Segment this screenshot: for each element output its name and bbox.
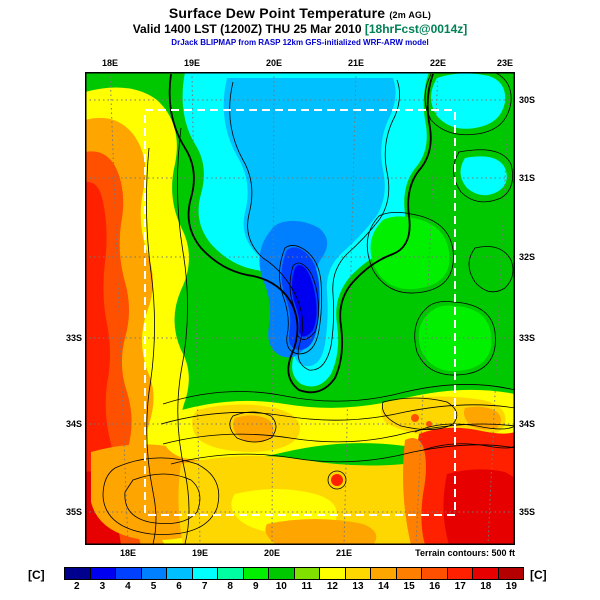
colorbar-segment-16 (422, 568, 448, 579)
dewpoint-map-canvas (85, 72, 515, 545)
terrain-contours-note: Terrain contours: 500 ft (415, 548, 515, 558)
lat-tick-left-35s: 35S (65, 507, 82, 517)
lon-tick-top-21e: 21E (347, 58, 365, 68)
lon-tick-top-18e: 18E (101, 58, 119, 68)
colorbar-value-2: 2 (74, 581, 80, 592)
colorbar-segment-8 (218, 568, 244, 579)
colorbar-segment-14 (371, 568, 397, 579)
header: Surface Dew Point Temperature (2m AGL) V… (0, 5, 600, 47)
filled-contour-regions (85, 72, 515, 545)
colorbar-unit-right: [C] (530, 568, 547, 582)
colorbar-segment-17 (447, 568, 473, 579)
lat-tick-right-30s: 30S (519, 95, 536, 105)
title-text: Surface Dew Point Temperature (168, 5, 386, 21)
colorbar-value-7: 7 (201, 581, 208, 592)
page-title: Surface Dew Point Temperature (2m AGL) (0, 5, 600, 21)
colorbar-segment-7 (192, 568, 218, 579)
colorbar-value-12: 12 (326, 581, 338, 592)
colorbar-value-13: 13 (352, 581, 364, 592)
colorbar-value-18: 18 (480, 581, 492, 592)
colorbar-segment-10 (269, 568, 295, 579)
colorbar-value-15: 15 (403, 581, 415, 592)
colorbar-value-16: 16 (429, 581, 441, 592)
colorbar-segment-5 (141, 568, 167, 579)
colorbar-segment-6 (167, 568, 193, 579)
title-suffix: (2m AGL) (389, 10, 432, 20)
colorbar-unit-left: [C] (28, 568, 45, 582)
lat-tick-right-33s: 33S (519, 333, 536, 343)
colorbar-value-5: 5 (150, 581, 157, 592)
colorbar-value-19: 19 (505, 581, 517, 592)
colorbar-segment-18 (473, 568, 499, 579)
lon-tick-bottom-19e: 19E (191, 548, 209, 558)
lon-tick-top-23e: 23E (496, 58, 514, 68)
lon-tick-top-20e: 20E (265, 58, 283, 68)
colorbar-value-11: 11 (301, 581, 313, 592)
lon-tick-bottom-18e: 18E (119, 548, 137, 558)
colorbar-value-17: 17 (454, 581, 466, 592)
lat-tick-right-35s: 35S (519, 507, 536, 517)
lat-tick-right-32s: 32S (519, 252, 536, 262)
colorbar-values: 2 3 4 5 6 7 8 9 10 11 12 13 14 15 16 17 18 19 (64, 581, 524, 592)
colorbar-segment-3 (90, 568, 116, 579)
colorbar-value-9: 9 (252, 581, 259, 592)
lat-tick-right-31s: 31S (519, 173, 536, 183)
colorbar-value-10: 10 (275, 581, 287, 592)
valid-time-line: Valid 1400 LST (1200Z) THU 25 Mar 2010 [… (0, 22, 600, 36)
colorbar-value-6: 6 (176, 581, 182, 592)
map-frame (85, 72, 515, 545)
colorbar: 2 3 4 5 6 7 8 9 10 11 12 13 14 15 16 17 18 19 (64, 567, 524, 592)
colorbar-value-4: 4 (125, 581, 131, 592)
colorbar-segment-11 (294, 568, 320, 579)
lon-tick-bottom-21e: 21E (335, 548, 353, 558)
lon-tick-bottom-20e: 20E (263, 548, 281, 558)
lat-tick-right-34s: 34S (519, 419, 536, 429)
lat-tick-left-33s: 33S (65, 333, 82, 343)
lat-tick-left-34s: 34S (65, 419, 82, 429)
colorbar-segment-19 (498, 568, 523, 579)
domain-boundary-box (144, 109, 456, 516)
colorbar-segment-13 (345, 568, 371, 579)
colorbar-value-14: 14 (377, 581, 390, 592)
lon-tick-top-19e: 19E (183, 58, 201, 68)
forecast-label: [18hrFcst@0014z] (364, 22, 468, 36)
colorbar-segments (64, 567, 524, 580)
valid-time-label: Valid 1400 LST (1200Z) THU 25 Mar 2010 (132, 22, 362, 36)
colorbar-segment-4 (116, 568, 142, 579)
lon-tick-top-22e: 22E (429, 58, 447, 68)
colorbar-segment-2 (65, 568, 91, 579)
colorbar-segment-15 (396, 568, 422, 579)
colorbar-segment-12 (320, 568, 346, 579)
colorbar-value-3: 3 (99, 581, 106, 592)
contour-lines (102, 72, 515, 545)
colorbar-segment-9 (243, 568, 269, 579)
colorbar-value-8: 8 (227, 581, 233, 592)
model-credit: DrJack BLIPMAP from RASP 12km GFS-initia… (171, 38, 429, 47)
